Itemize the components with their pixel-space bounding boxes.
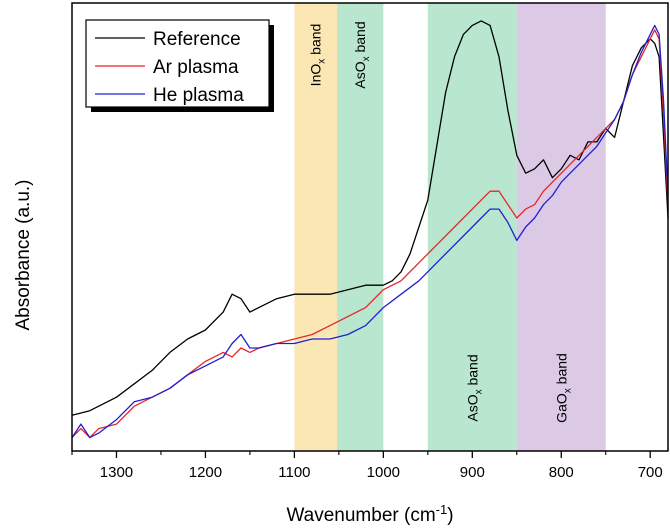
- band-label-2: AsOx band: [464, 354, 484, 421]
- x-tick-label: 1000: [367, 464, 400, 481]
- bands-layer: [294, 3, 606, 451]
- x-axis-title-superscript: -1: [436, 502, 448, 517]
- x-tick-label: 800: [549, 464, 574, 481]
- x-tick-label: 1100: [278, 464, 310, 481]
- legend-label-he-plasma: He plasma: [153, 85, 244, 106]
- band-label-subscript: x: [562, 388, 573, 393]
- band-label-tail: band: [352, 21, 368, 56]
- series-layer: [71, 20, 669, 439]
- legend: Reference Ar plasma He plasma: [85, 19, 274, 112]
- band-0: [294, 3, 338, 451]
- band-label-1: AsOx band: [352, 21, 372, 88]
- x-tick-label: 700: [638, 464, 663, 481]
- band-label-subscript: x: [361, 56, 372, 61]
- y-axis-title: Absorbance (a.u.): [13, 179, 34, 330]
- x-axis-title-main: Wavenumber (cm: [286, 505, 435, 526]
- band-1: [337, 3, 384, 451]
- x-axis-title-close: ): [447, 505, 453, 526]
- band-label-main: AsO: [464, 394, 480, 421]
- band-label-main: AsO: [352, 61, 368, 88]
- band-label-subscript: x: [473, 389, 484, 394]
- band-label-tail: band: [553, 353, 569, 388]
- band-label-0: InOx band: [308, 24, 328, 87]
- x-tick-label: 1200: [189, 464, 222, 481]
- x-axis-title: Wavenumber (cm-1): [286, 502, 453, 526]
- legend-box: [85, 19, 270, 108]
- series-line-ar-plasma: [71, 29, 669, 439]
- x-tick-label: 1300: [100, 464, 133, 481]
- band-3: [516, 3, 606, 451]
- series-line-he-plasma: [71, 24, 669, 439]
- band-label-main: InO: [308, 64, 324, 87]
- legend-label-reference: Reference: [153, 29, 241, 50]
- band-label-3: GaOx band: [553, 353, 573, 423]
- x-tick-label: 900: [460, 464, 485, 481]
- band-label-tail: band: [308, 24, 324, 59]
- band-label-tail: band: [464, 354, 480, 389]
- legend-label-ar-plasma: Ar plasma: [153, 57, 239, 78]
- band-label-subscript: x: [317, 59, 328, 64]
- plot-frame: [71, 2, 669, 452]
- x-axis-ticks: 1300 1200 1100 1000 900 800 700: [71, 451, 663, 481]
- band-label-main: GaO: [553, 393, 569, 423]
